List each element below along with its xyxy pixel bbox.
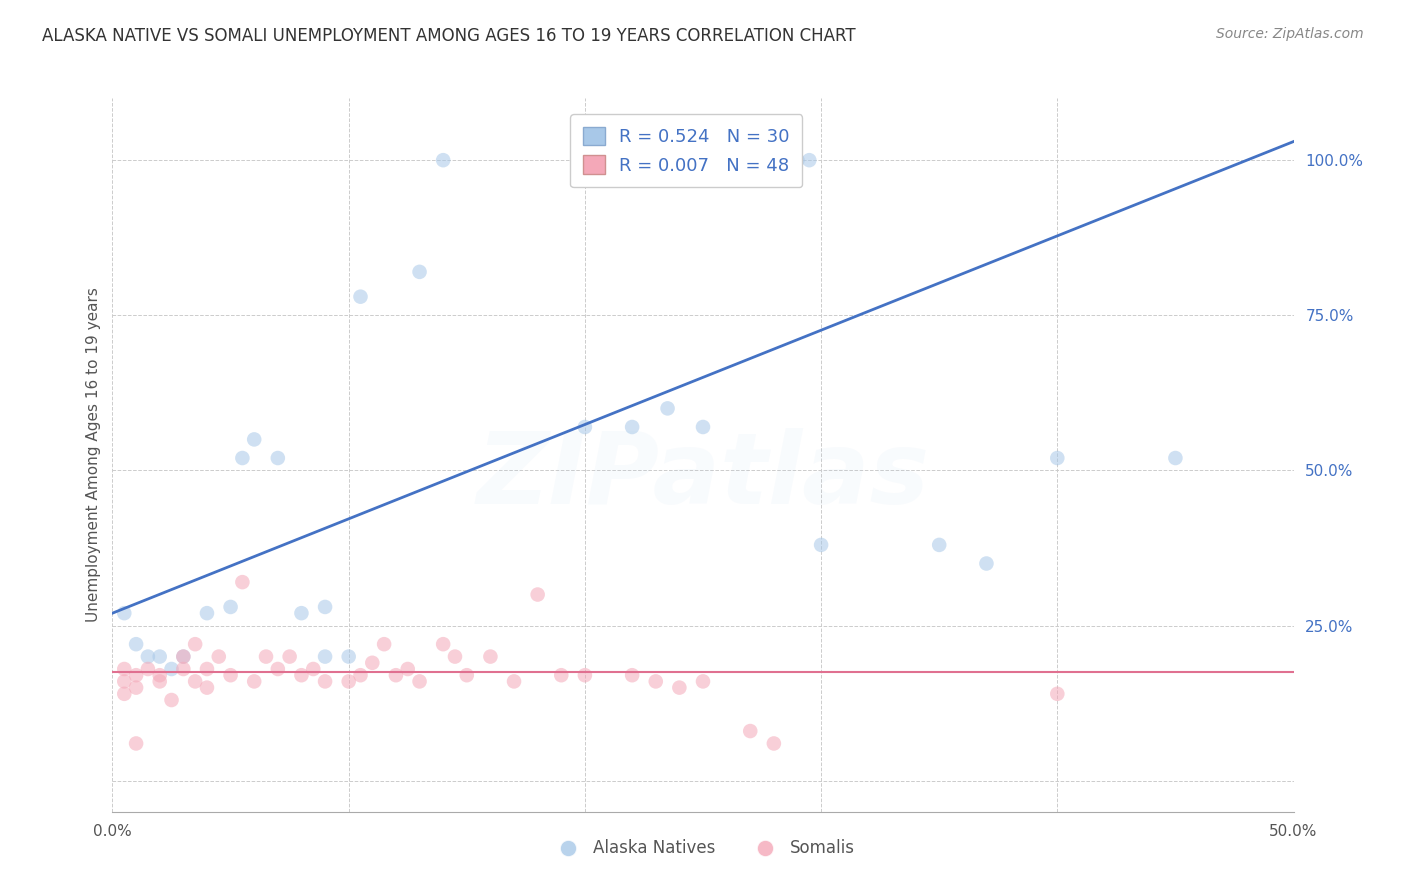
Point	[302, 662, 325, 676]
Point	[349, 290, 371, 304]
Text: Source: ZipAtlas.com: Source: ZipAtlas.com	[1216, 27, 1364, 41]
Point	[574, 420, 596, 434]
Point	[740, 724, 762, 739]
Point	[231, 575, 253, 590]
Point	[125, 681, 148, 695]
Point	[125, 637, 148, 651]
Point	[385, 668, 408, 682]
Y-axis label: Unemployment Among Ages 16 to 19 years: Unemployment Among Ages 16 to 19 years	[86, 287, 101, 623]
Point	[136, 649, 159, 664]
Point	[550, 668, 572, 682]
Point	[361, 656, 384, 670]
Point	[195, 681, 218, 695]
Point	[810, 538, 832, 552]
Point	[314, 674, 336, 689]
Point	[775, 153, 797, 168]
Point	[149, 674, 172, 689]
Point	[290, 668, 312, 682]
Point	[243, 674, 266, 689]
Point	[231, 450, 253, 465]
Point	[172, 649, 194, 664]
Point	[786, 153, 808, 168]
Point	[976, 557, 998, 571]
Point	[408, 265, 430, 279]
Point	[290, 606, 312, 620]
Point	[267, 662, 290, 676]
Point	[408, 674, 430, 689]
Point	[136, 662, 159, 676]
Point	[621, 420, 644, 434]
Point	[314, 649, 336, 664]
Point	[456, 668, 478, 682]
Point	[195, 606, 218, 620]
Point	[219, 668, 242, 682]
Text: ALASKA NATIVE VS SOMALI UNEMPLOYMENT AMONG AGES 16 TO 19 YEARS CORRELATION CHART: ALASKA NATIVE VS SOMALI UNEMPLOYMENT AMO…	[42, 27, 856, 45]
Point	[799, 153, 821, 168]
Point	[432, 637, 454, 651]
Point	[432, 153, 454, 168]
Point	[479, 649, 502, 664]
Point	[314, 599, 336, 614]
Point	[208, 649, 231, 664]
Point	[526, 588, 548, 602]
Point	[692, 674, 714, 689]
Point	[112, 674, 135, 689]
Point	[444, 649, 467, 664]
Point	[112, 606, 135, 620]
Point	[125, 668, 148, 682]
Point	[219, 599, 242, 614]
Point	[160, 693, 183, 707]
Point	[928, 538, 950, 552]
Point	[1046, 450, 1069, 465]
Point	[373, 637, 395, 651]
Point	[243, 433, 266, 447]
Point	[125, 736, 148, 750]
Text: ZIPatlas: ZIPatlas	[477, 428, 929, 524]
Point	[762, 736, 785, 750]
Point	[267, 450, 290, 465]
Point	[644, 674, 666, 689]
Point	[1046, 687, 1069, 701]
Point	[195, 662, 218, 676]
Point	[396, 662, 419, 676]
Point	[503, 674, 526, 689]
Point	[149, 668, 172, 682]
Point	[692, 420, 714, 434]
Point	[184, 637, 207, 651]
Point	[184, 674, 207, 689]
Point	[337, 649, 360, 664]
Point	[149, 649, 172, 664]
Point	[254, 649, 277, 664]
Point	[160, 662, 183, 676]
Point	[1164, 450, 1187, 465]
Point	[112, 662, 135, 676]
Point	[574, 668, 596, 682]
Point	[668, 681, 690, 695]
Legend: Alaska Natives, Somalis: Alaska Natives, Somalis	[544, 833, 862, 864]
Point	[278, 649, 301, 664]
Point	[621, 668, 644, 682]
Point	[172, 649, 194, 664]
Point	[172, 662, 194, 676]
Point	[112, 687, 135, 701]
Point	[657, 401, 679, 416]
Point	[349, 668, 371, 682]
Point	[337, 674, 360, 689]
